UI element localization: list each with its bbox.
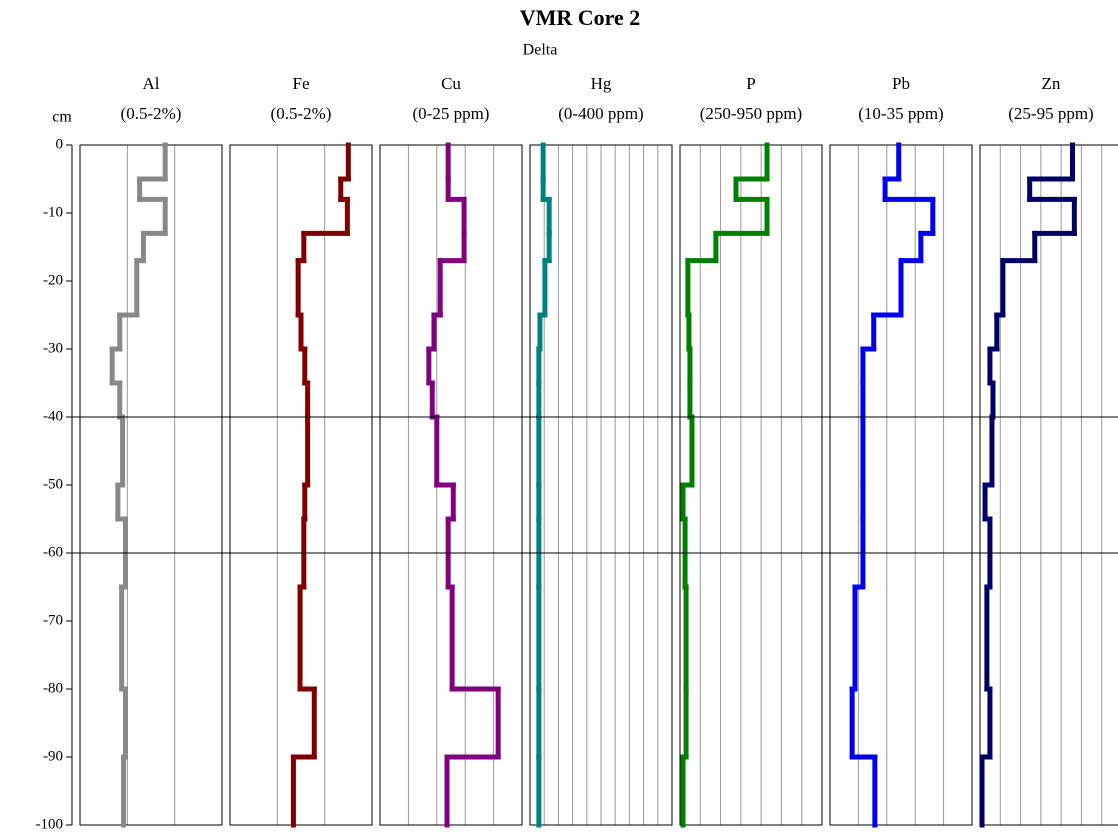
chart-title: VMR Core 2 <box>520 5 641 30</box>
y-tick-label: -50 <box>43 476 63 492</box>
y-tick-label: -90 <box>43 748 63 764</box>
panel-range: (0.5-2%) <box>271 104 332 123</box>
y-tick-label: 0 <box>56 136 64 152</box>
y-tick-label: -30 <box>43 340 63 356</box>
panel-range: (0-25 ppm) <box>413 104 490 123</box>
panel-name: Al <box>143 74 160 93</box>
y-tick-label: -80 <box>43 680 63 696</box>
panel-frame <box>229 144 373 826</box>
panel-name: Zn <box>1042 74 1061 93</box>
panel-name: Cu <box>441 74 461 93</box>
y-tick-label: -100 <box>36 816 64 832</box>
y-tick-label: -10 <box>43 204 63 220</box>
panel-range: (0.5-2%) <box>121 104 182 123</box>
panel-name: Fe <box>293 74 310 93</box>
chart-subtitle: Delta <box>523 42 558 59</box>
panel-range: (250-950 ppm) <box>700 104 802 123</box>
panel-frame <box>379 144 523 826</box>
panel-name: P <box>746 74 755 93</box>
panel-frame <box>529 144 673 826</box>
y-tick-label: -20 <box>43 272 63 288</box>
panel-name: Pb <box>892 74 910 93</box>
y-axis-label: cm <box>52 109 72 126</box>
y-tick-label: -40 <box>43 408 63 424</box>
panel-range: (25-95 ppm) <box>1008 104 1093 123</box>
panel-range: (0-400 ppm) <box>558 104 643 123</box>
y-tick-label: -70 <box>43 612 63 628</box>
panel-frame <box>679 144 823 826</box>
panel-frame <box>979 144 1118 826</box>
y-tick-label: -60 <box>43 544 63 560</box>
panel-name: Hg <box>591 74 612 93</box>
panel-frame <box>79 144 223 826</box>
panel-range: (10-35 ppm) <box>858 104 943 123</box>
